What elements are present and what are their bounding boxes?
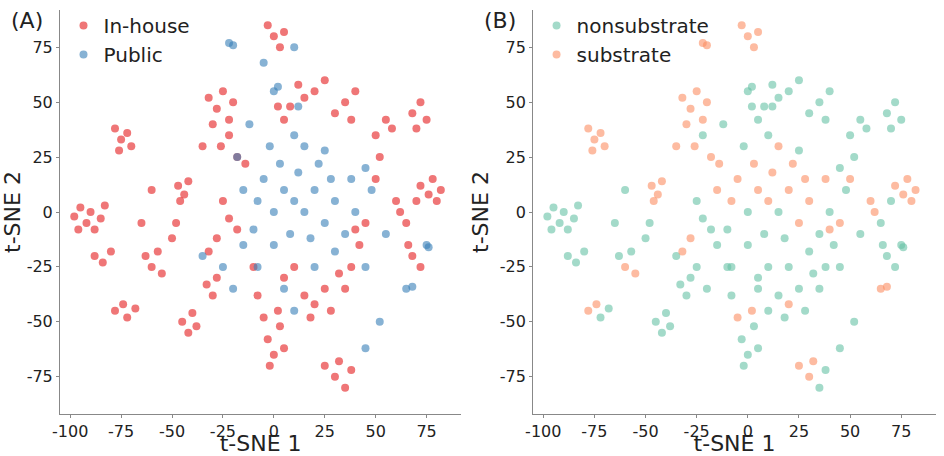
svg-text:t-SNE 2: t-SNE 2 [468, 171, 493, 253]
svg-text:25: 25 [505, 148, 525, 167]
svg-text:25: 25 [315, 422, 335, 441]
svg-text:25: 25 [32, 148, 52, 167]
svg-text:In-house: In-house [104, 14, 190, 38]
svg-text:-75: -75 [27, 367, 53, 386]
svg-text:75: 75 [891, 422, 911, 441]
svg-text:-50: -50 [27, 312, 53, 331]
svg-text:t-SNE 1: t-SNE 1 [220, 431, 302, 456]
svg-text:50: 50 [365, 422, 385, 441]
svg-text:0: 0 [43, 203, 53, 222]
svg-text:-100: -100 [525, 422, 561, 441]
svg-text:t-SNE 1: t-SNE 1 [694, 431, 776, 456]
svg-text:-25: -25 [210, 422, 236, 441]
svg-text:substrate: substrate [577, 43, 672, 67]
svg-text:-75: -75 [581, 422, 607, 441]
svg-text:75: 75 [505, 38, 525, 57]
svg-text:Public: Public [104, 43, 163, 67]
svg-text:-50: -50 [632, 422, 658, 441]
svg-text:-100: -100 [52, 422, 88, 441]
svg-text:75: 75 [32, 38, 52, 57]
svg-text:0: 0 [269, 422, 279, 441]
svg-text:t-SNE 2: t-SNE 2 [0, 171, 25, 253]
svg-text:-25: -25 [684, 422, 710, 441]
svg-text:nonsubstrate: nonsubstrate [577, 14, 709, 38]
svg-text:75: 75 [416, 422, 436, 441]
svg-text:-50: -50 [159, 422, 185, 441]
svg-text:0: 0 [516, 203, 526, 222]
svg-text:50: 50 [505, 93, 525, 112]
svg-text:50: 50 [32, 93, 52, 112]
svg-text:-75: -75 [108, 422, 134, 441]
svg-text:-25: -25 [500, 257, 526, 276]
svg-text:(B): (B) [484, 8, 516, 33]
svg-text:-50: -50 [500, 312, 526, 331]
svg-text:(A): (A) [11, 8, 43, 33]
svg-text:25: 25 [789, 422, 809, 441]
svg-text:-75: -75 [500, 367, 526, 386]
svg-text:-25: -25 [27, 257, 53, 276]
svg-text:0: 0 [743, 422, 753, 441]
svg-text:50: 50 [840, 422, 860, 441]
